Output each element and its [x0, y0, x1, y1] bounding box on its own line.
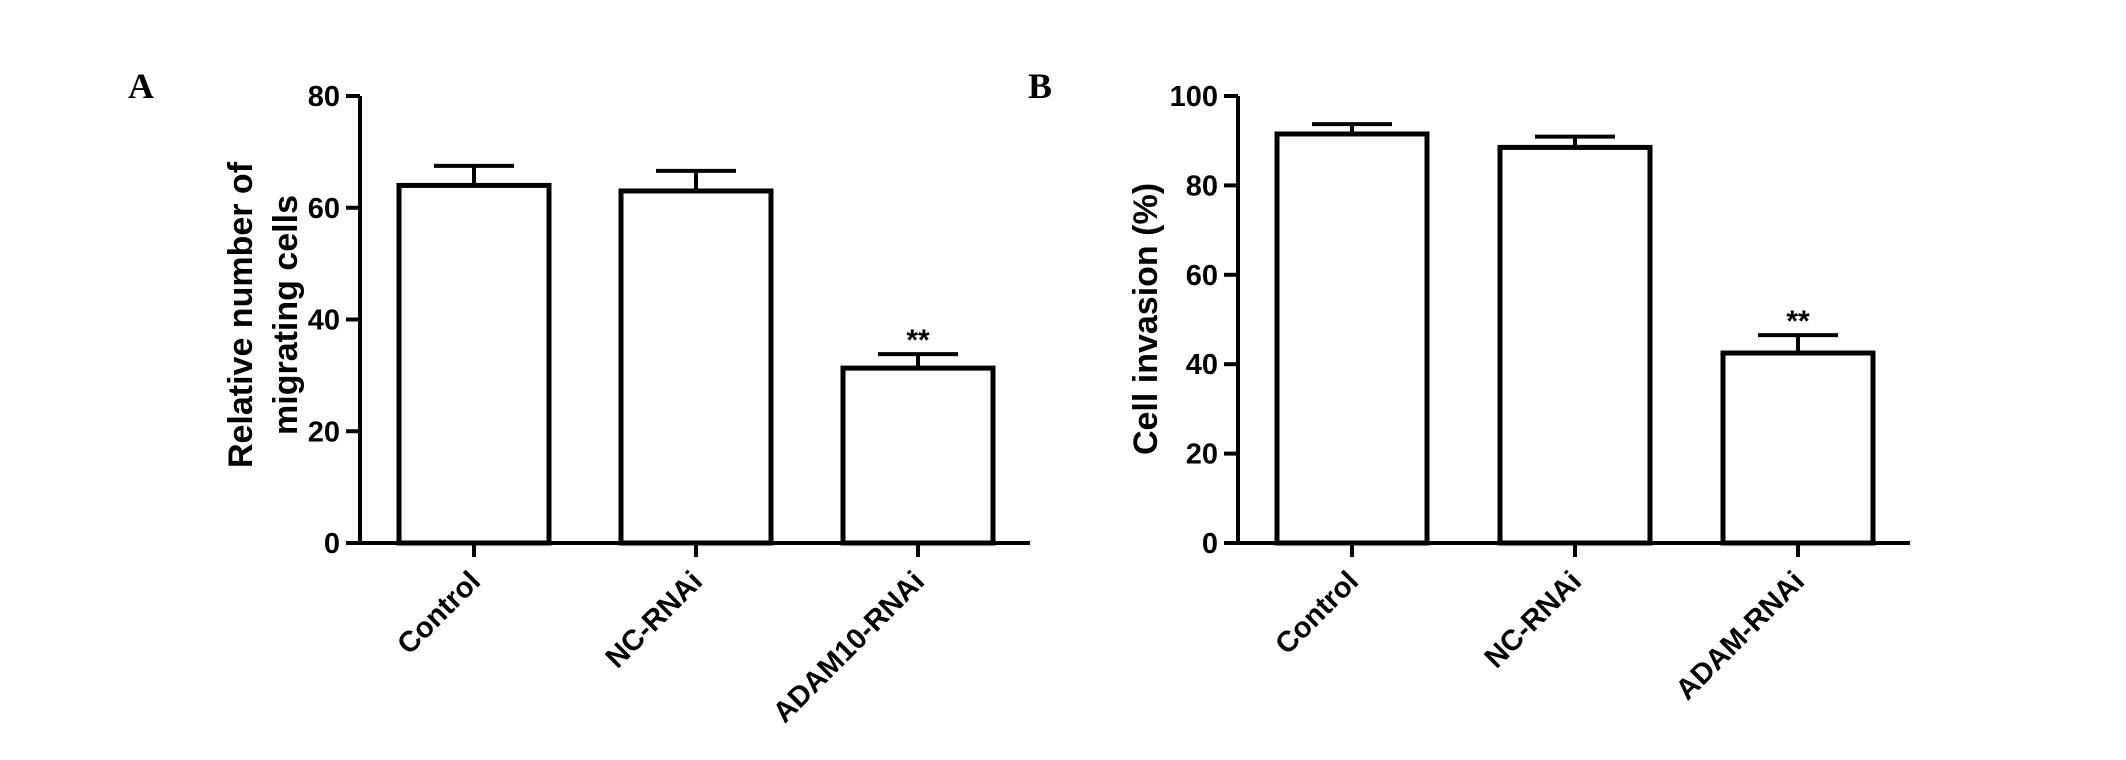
y-tick-label: 0	[324, 528, 340, 560]
panel-letter: B	[1028, 66, 1052, 106]
bar-adam-rnai	[1720, 350, 1876, 546]
bar-control	[396, 182, 552, 546]
panel-b: B 0 20 40 60 80 100 Cell invasion (%) Control NC-…	[1028, 66, 1910, 706]
bar-nc-rnai	[1497, 144, 1653, 546]
y-tick-label: 20	[1186, 439, 1218, 471]
y-axis-title: migrating cells	[267, 195, 305, 435]
y-tick-label: 20	[308, 416, 340, 448]
y-tick-label: 100	[1170, 81, 1218, 113]
bar-control	[1274, 131, 1430, 546]
y-tick-label: 80	[308, 81, 340, 113]
x-category-label: NC-RNAi	[600, 565, 709, 674]
y-axis-title: Cell invasion (%)	[1127, 183, 1165, 455]
y-tick-label: 60	[308, 193, 340, 225]
y-tick-label: 80	[1186, 170, 1218, 202]
x-category-label: Control	[391, 565, 487, 661]
significance-label: **	[1786, 305, 1810, 338]
x-category-label: Control	[1269, 565, 1365, 661]
panel-a: A 0 20 40 60 80 Relative number of migrating ce…	[128, 66, 1030, 729]
panel-letter: A	[128, 66, 154, 106]
y-axis-title: Relative number of	[222, 161, 260, 468]
significance-label: **	[906, 324, 930, 357]
x-category-label: ADAM-RNAi	[1670, 565, 1811, 706]
y-tick-label: 0	[1202, 528, 1218, 560]
bar-nc-rnai	[618, 188, 774, 546]
y-tick-label: 60	[1186, 260, 1218, 292]
x-category-label: NC-RNAi	[1479, 565, 1588, 674]
y-tick-label: 40	[308, 305, 340, 337]
x-category-label: ADAM10-RNAi	[767, 565, 931, 729]
y-tick-label: 40	[1186, 349, 1218, 381]
bar-adam10-rnai	[840, 365, 996, 546]
